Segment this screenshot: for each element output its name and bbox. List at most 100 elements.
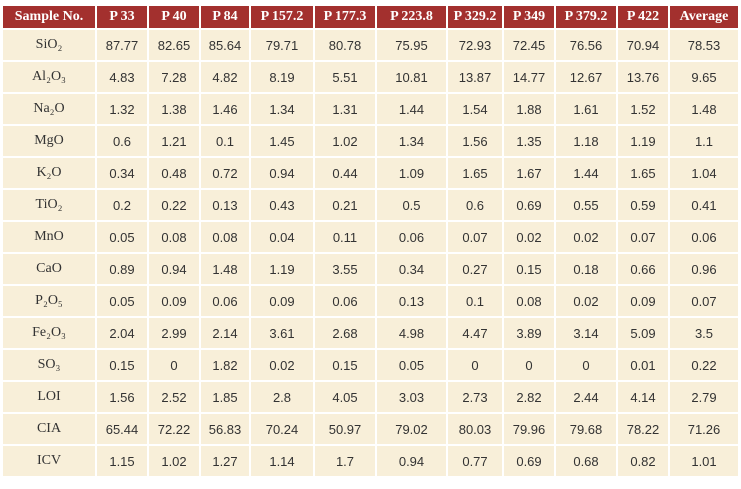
value-cell: 1.48 (670, 94, 738, 124)
value-cell: 70.24 (251, 414, 313, 444)
value-cell: 0.05 (97, 222, 147, 252)
value-cell: 0.48 (149, 158, 199, 188)
value-cell: 1.19 (251, 254, 313, 284)
value-cell: 75.95 (377, 30, 446, 60)
value-cell: 87.77 (97, 30, 147, 60)
value-cell: 1.02 (149, 446, 199, 476)
value-cell: 0.09 (618, 286, 668, 316)
value-cell: 1.67 (504, 158, 554, 188)
row-label: TiO₂ (3, 190, 95, 220)
value-cell: 4.82 (201, 62, 249, 92)
row-label: K₂O (3, 158, 95, 188)
value-cell: 0.34 (97, 158, 147, 188)
value-cell: 0.66 (618, 254, 668, 284)
value-cell: 0.06 (670, 222, 738, 252)
table-row: MgO 0.6 1.21 0.1 1.45 1.02 1.34 1.56 1.35 1.18 1.1… (3, 126, 738, 156)
value-cell: 4.05 (315, 382, 375, 412)
value-cell: 1.44 (377, 94, 446, 124)
value-cell: 0.02 (504, 222, 554, 252)
value-cell: 0.07 (448, 222, 502, 252)
row-label: SiO₂ (3, 30, 95, 60)
table-row: CaO 0.89 0.94 1.48 1.19 3.55 0.34 0.27 0.15 0.18 0… (3, 254, 738, 284)
value-cell: 1.31 (315, 94, 375, 124)
value-cell: 1.32 (97, 94, 147, 124)
value-cell: 65.44 (97, 414, 147, 444)
value-cell: 0.68 (556, 446, 616, 476)
value-cell: 0.96 (670, 254, 738, 284)
table-head: Sample No. P 33 P 40 P 84 P 157.2 P 177.3 P 22… (3, 6, 738, 28)
row-label: MgO (3, 126, 95, 156)
value-cell: 0.34 (377, 254, 446, 284)
value-cell: 0.94 (251, 158, 313, 188)
value-cell: 0.02 (251, 350, 313, 380)
value-cell: 0.82 (618, 446, 668, 476)
value-cell: 0.15 (97, 350, 147, 380)
row-label: SO₃ (3, 350, 95, 380)
value-cell: 0.08 (201, 222, 249, 252)
value-cell: 4.47 (448, 318, 502, 348)
table-row: TiO₂ 0.2 0.22 0.13 0.43 0.21 0.5 0.6 0.69 0.55 0.5… (3, 190, 738, 220)
value-cell: 1.54 (448, 94, 502, 124)
value-cell: 0.07 (618, 222, 668, 252)
value-cell: 1.48 (201, 254, 249, 284)
table-row: SiO₂ 87.77 82.65 85.64 79.71 80.78 75.95 72.93 7… (3, 30, 738, 60)
row-label: ICV (3, 446, 95, 476)
header-cell: P 40 (149, 6, 199, 28)
value-cell: 3.89 (504, 318, 554, 348)
value-cell: 1.15 (97, 446, 147, 476)
value-cell: 1.52 (618, 94, 668, 124)
value-cell: 0.6 (97, 126, 147, 156)
table-row: LOI 1.56 2.52 1.85 2.8 4.05 3.03 2.73 2.82 2.44 4.… (3, 382, 738, 412)
value-cell: 70.94 (618, 30, 668, 60)
header-cell: P 422 (618, 6, 668, 28)
value-cell: 2.73 (448, 382, 502, 412)
row-label: Al₂O₃ (3, 62, 95, 92)
value-cell: 1.44 (556, 158, 616, 188)
value-cell: 1.1 (670, 126, 738, 156)
value-cell: 79.68 (556, 414, 616, 444)
value-cell: 1.27 (201, 446, 249, 476)
value-cell: 9.65 (670, 62, 738, 92)
value-cell: 1.56 (448, 126, 502, 156)
value-cell: 79.02 (377, 414, 446, 444)
row-label: P₂O₅ (3, 286, 95, 316)
value-cell: 0.06 (315, 286, 375, 316)
value-cell: 8.19 (251, 62, 313, 92)
value-cell: 78.53 (670, 30, 738, 60)
value-cell: 1.02 (315, 126, 375, 156)
value-cell: 0.09 (149, 286, 199, 316)
header-cell: P 84 (201, 6, 249, 28)
value-cell: 0.02 (556, 286, 616, 316)
value-cell: 0.94 (377, 446, 446, 476)
value-cell: 0.27 (448, 254, 502, 284)
value-cell: 0.09 (251, 286, 313, 316)
value-cell: 0.06 (377, 222, 446, 252)
value-cell: 4.83 (97, 62, 147, 92)
table-row: K₂O 0.34 0.48 0.72 0.94 0.44 1.09 1.65 1.67 1.44 1… (3, 158, 738, 188)
value-cell: 0.1 (201, 126, 249, 156)
row-label: CIA (3, 414, 95, 444)
value-cell: 0.44 (315, 158, 375, 188)
value-cell: 2.04 (97, 318, 147, 348)
value-cell: 1.34 (251, 94, 313, 124)
value-cell: 0 (448, 350, 502, 380)
value-cell: 1.38 (149, 94, 199, 124)
value-cell: 3.61 (251, 318, 313, 348)
value-cell: 1.65 (448, 158, 502, 188)
value-cell: 0.94 (149, 254, 199, 284)
value-cell: 0.41 (670, 190, 738, 220)
row-label: MnO (3, 222, 95, 252)
value-cell: 0.6 (448, 190, 502, 220)
header-row: Sample No. P 33 P 40 P 84 P 157.2 P 177.3 P 22… (3, 6, 738, 28)
value-cell: 0.05 (377, 350, 446, 380)
value-cell: 5.09 (618, 318, 668, 348)
value-cell: 1.14 (251, 446, 313, 476)
table-row: Fe₂O₃ 2.04 2.99 2.14 3.61 2.68 4.98 4.47 3.89 3.1… (3, 318, 738, 348)
value-cell: 0.02 (556, 222, 616, 252)
value-cell: 0.77 (448, 446, 502, 476)
value-cell: 2.52 (149, 382, 199, 412)
value-cell: 1.46 (201, 94, 249, 124)
table-row: ICV 1.15 1.02 1.27 1.14 1.7 0.94 0.77 0.69 0.68 0.… (3, 446, 738, 476)
value-cell: 0.11 (315, 222, 375, 252)
